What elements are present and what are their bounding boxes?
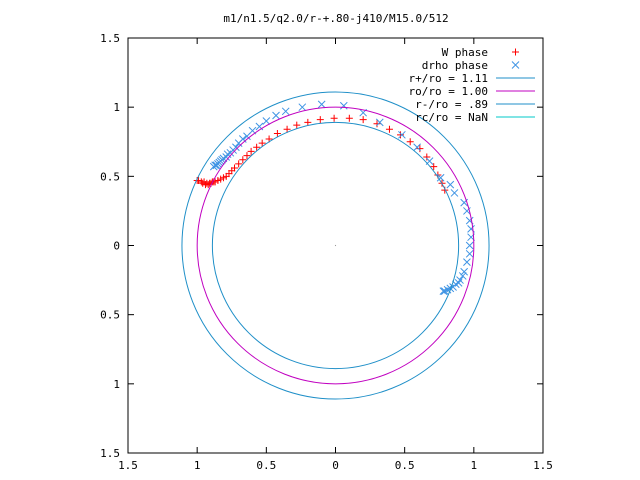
chart-title: m1/n1.5/q2.0/r-+.80-j410/M15.0/512 <box>223 12 448 25</box>
data-point <box>413 143 421 152</box>
y-tick-label: 1.5 <box>100 447 120 460</box>
x-tick-label: 1 <box>471 459 478 472</box>
series-1 <box>209 100 475 296</box>
x-tick-label: 1 <box>194 459 201 472</box>
data-point <box>430 163 438 171</box>
data-point <box>436 173 445 182</box>
legend-label: W phase <box>442 46 488 59</box>
data-point <box>234 139 243 147</box>
legend-marker <box>512 48 519 56</box>
legend-label: rc/ro = NaN <box>415 111 488 124</box>
data-point <box>440 287 449 296</box>
data-point <box>373 120 381 128</box>
x-tick-label: 1.5 <box>118 459 138 472</box>
data-point <box>247 147 255 155</box>
data-point <box>253 143 261 151</box>
data-point <box>458 272 467 280</box>
data-point <box>235 160 243 168</box>
data-point <box>450 189 459 197</box>
x-tick-label: 0.5 <box>256 459 276 472</box>
data-point <box>416 145 424 153</box>
x-tick-label: 1.5 <box>533 459 553 472</box>
y-tick-label: 0.5 <box>100 170 120 183</box>
y-tick-label: 1.5 <box>100 32 120 45</box>
data-point <box>398 130 406 139</box>
legend-label: drho phase <box>422 59 488 72</box>
data-point <box>304 118 312 126</box>
data-point <box>439 287 448 296</box>
data-point <box>281 107 290 116</box>
data-point <box>272 111 280 120</box>
data-point <box>446 180 455 189</box>
data-point <box>454 278 463 287</box>
data-point <box>316 116 324 124</box>
data-point <box>463 258 471 266</box>
data-point <box>258 139 266 147</box>
data-point <box>330 114 338 122</box>
series-0 <box>193 114 449 194</box>
data-point <box>273 129 281 137</box>
legend-label: r-/ro = .89 <box>415 98 488 111</box>
legend-marker <box>511 61 520 69</box>
data-point <box>209 162 218 171</box>
x-tick-label: 0.5 <box>395 459 415 472</box>
series-4 <box>211 121 460 370</box>
data-point <box>339 101 348 110</box>
reference-circle <box>211 121 460 370</box>
data-point <box>359 116 367 124</box>
data-point <box>298 103 307 112</box>
data-point <box>375 118 384 127</box>
data-point <box>239 156 247 164</box>
y-tick-label: 1 <box>113 101 120 114</box>
legend-label: ro/ro = 1.00 <box>409 85 488 98</box>
axis-ticks: 1.5 1 0.5 0 0.5 1 1.51.510.500.511.5 <box>100 32 553 472</box>
data-point <box>262 117 271 125</box>
data-point <box>255 122 264 131</box>
data-point <box>345 114 353 122</box>
data-point <box>397 131 405 139</box>
data-point <box>283 125 291 133</box>
y-tick-label: 1 <box>113 378 120 391</box>
series-2 <box>181 91 490 400</box>
plot-area <box>181 91 490 400</box>
data-point <box>465 249 474 258</box>
data-point <box>465 241 474 250</box>
y-tick-label: 0.5 <box>100 309 120 322</box>
data-point <box>243 152 251 160</box>
data-point <box>293 121 301 129</box>
data-point <box>406 138 414 146</box>
origin-dot <box>334 244 337 247</box>
data-point <box>317 100 326 109</box>
data-point <box>460 267 469 276</box>
legend-label: r+/ro = 1.11 <box>409 72 488 85</box>
x-tick-label: 0 <box>332 459 339 472</box>
data-point <box>385 125 393 133</box>
reference-circle <box>181 91 490 400</box>
series-3 <box>196 106 475 385</box>
data-point <box>243 132 251 141</box>
reference-circle <box>196 106 475 385</box>
y-tick-label: 0 <box>113 240 120 253</box>
data-point <box>423 153 431 161</box>
